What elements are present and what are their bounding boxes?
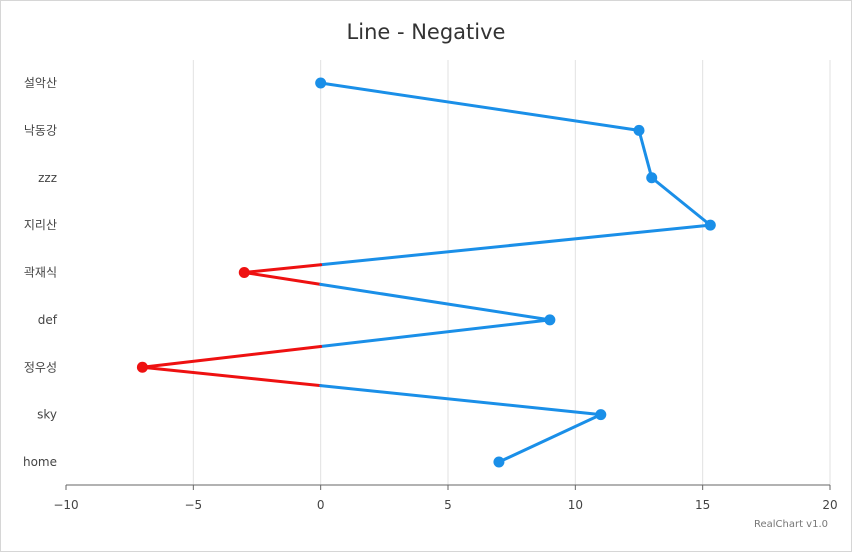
data-point: [493, 456, 505, 468]
data-point: [544, 314, 556, 326]
data-point: [646, 172, 658, 184]
data-point: [238, 267, 250, 278]
data-point: [136, 361, 148, 373]
line-segment: [650, 176, 712, 227]
y-tick-label: 곽재식: [24, 266, 57, 280]
data-point: [315, 77, 327, 89]
chart-title: Line - Negative: [346, 20, 506, 44]
x-axis-ticks: −10 −5 0 5 10 15 20: [53, 485, 838, 512]
series-points: [136, 77, 716, 468]
y-tick-label: 낙동강: [24, 123, 57, 137]
line-segment: [140, 365, 323, 388]
y-tick-label: zzz: [38, 171, 57, 185]
data-point: [704, 219, 716, 231]
line-segment: [319, 223, 712, 267]
line-segment: [497, 413, 603, 464]
line-segment: [319, 81, 641, 132]
line-segment: [242, 271, 323, 286]
x-tick-label: 10: [568, 498, 583, 512]
x-tick-label: −5: [184, 498, 202, 512]
x-tick-label: −10: [53, 498, 78, 512]
series-line: [140, 81, 712, 464]
grid-lines: [192, 60, 831, 485]
y-tick-label: def: [38, 313, 58, 327]
x-tick-label: 20: [822, 498, 837, 512]
line-segment: [140, 345, 323, 369]
chart-credit: RealChart v1.0: [753, 519, 828, 530]
line-segment: [242, 263, 323, 274]
x-tick-label: 0: [317, 498, 325, 512]
data-point: [595, 409, 607, 421]
x-tick-label: 15: [695, 498, 710, 512]
data-point: [633, 124, 645, 136]
y-tick-label: 지리산: [24, 218, 57, 232]
y-tick-label: home: [23, 455, 57, 469]
y-tick-label: 설악산: [24, 76, 57, 90]
line-segment: [319, 318, 552, 349]
line-segment: [637, 128, 654, 180]
y-tick-label: 정우성: [24, 360, 57, 374]
line-segment: [319, 282, 552, 322]
y-tick-label: sky: [37, 408, 57, 422]
line-segment: [319, 384, 603, 417]
x-tick-label: 5: [444, 498, 452, 512]
